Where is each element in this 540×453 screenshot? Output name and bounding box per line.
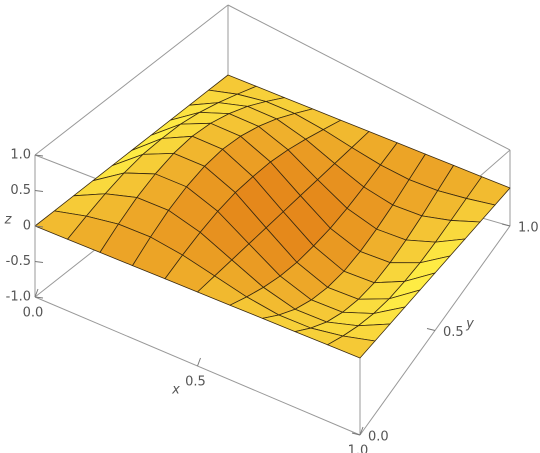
z-tick	[34, 190, 44, 192]
z-tick-label: 0.5	[10, 183, 31, 198]
y-axis-label: y	[465, 317, 474, 332]
z-tick	[34, 154, 44, 157]
z-tick	[34, 261, 44, 263]
y-tick	[426, 328, 436, 331]
x-tick	[359, 426, 364, 436]
x-tick-label: 0.5	[185, 375, 206, 390]
x-tick-label: 0.0	[23, 306, 44, 321]
z-tick-label: 1.0	[10, 148, 31, 163]
y-tick-label: 0.0	[368, 430, 389, 445]
y-tick	[351, 432, 361, 436]
x-tick	[34, 288, 39, 298]
z-tick-label: -0.5	[6, 254, 31, 269]
box-edge	[227, 4, 511, 151]
layer	[34, 74, 511, 359]
y-tick	[501, 223, 511, 227]
y-tick-label: 0.5	[443, 325, 464, 340]
z-tick-label: 0	[23, 219, 31, 234]
box-edge	[34, 4, 229, 156]
layer: -1.0-0.500.51.00.00.51.00.00.51.0	[6, 148, 539, 453]
x-axis-label: x	[171, 383, 180, 398]
x-tick-label: 1.0	[348, 444, 369, 453]
z-tick	[34, 296, 44, 299]
surface-cell	[327, 335, 376, 359]
z-axis-label: z	[4, 213, 13, 228]
y-tick-label: 1.0	[518, 221, 539, 236]
z-tick	[34, 225, 44, 228]
z-tick-label: -1.0	[6, 290, 31, 305]
x-tick	[197, 357, 201, 367]
